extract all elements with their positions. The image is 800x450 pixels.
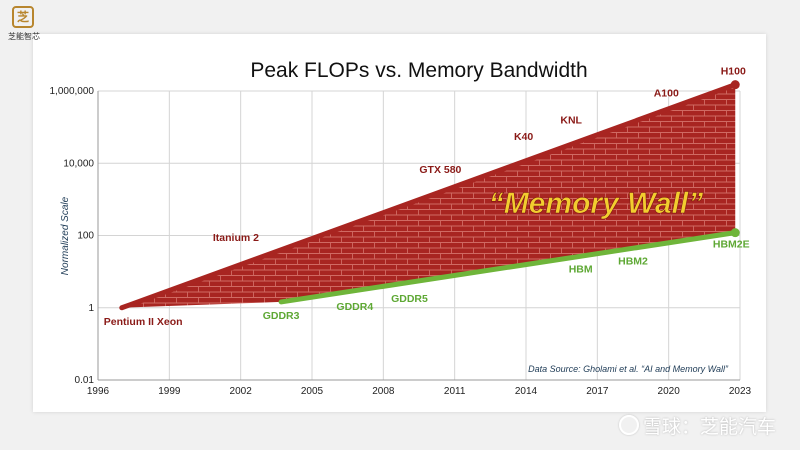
watermark: 雪球：芝能汽车 [618,412,776,439]
series-line-memory-bandwidth [278,230,738,305]
y-tick-label: 1 [88,303,94,314]
point-label-bandwidth: HBM [569,263,593,275]
point-label-compute: A100 [654,87,679,99]
x-tick-label: 2017 [586,386,609,397]
snowball-icon [618,415,639,435]
x-tick-label: 2011 [444,386,466,397]
point-label-bandwidth: GDDR5 [391,293,428,305]
x-tick-label: 1999 [158,386,181,397]
y-tick-label: 100 [77,231,94,242]
chip-icon: 芝 [12,6,34,28]
data-source-note: Data Source: Gholami et al. “AI and Memo… [528,364,729,374]
point-label-compute: Pentium II Xeon [104,316,183,328]
point-label-bandwidth: GDDR3 [263,310,300,322]
series-line-peak-flops [119,82,738,311]
x-tick-label: 2002 [230,386,253,397]
point-label-compute: K40 [514,131,533,143]
x-tick-label: 2023 [729,386,752,397]
y-tick-label: 0.01 [75,375,95,386]
x-tick-label: 2008 [372,386,395,397]
point-label-compute: H100 [721,66,746,78]
point-label-compute: KNL [560,115,582,127]
x-tick-label: 2020 [658,386,681,397]
x-tick-label: 1996 [87,386,110,397]
logo-text: 芝能智芯 [8,32,40,41]
x-tick-label: 2005 [301,386,324,397]
y-tick-label: 10,000 [63,158,94,169]
point-label-compute: GTX 580 [419,164,461,176]
chart-title: Peak FLOPs vs. Memory Bandwidth [250,59,587,82]
point-label-compute: Itanium 2 [213,232,259,244]
point-label-bandwidth: HBM2E [713,239,750,251]
point-label-bandwidth: HBM2 [618,256,648,268]
series-endpoint-memory-bandwidth [730,228,740,238]
x-tick-label: 2014 [515,386,538,397]
series-endpoint-peak-flops [730,80,740,90]
y-axis-label: Normalized Scale [60,196,71,275]
brand-logo: 芝 芝能智芯 [4,6,44,46]
watermark-text: 雪球：芝能汽车 [642,416,776,438]
memory-wall-annotation: “Memory Wall” [489,187,704,220]
y-tick-label: 1,000,000 [50,86,95,97]
point-label-bandwidth: GDDR4 [336,301,373,313]
